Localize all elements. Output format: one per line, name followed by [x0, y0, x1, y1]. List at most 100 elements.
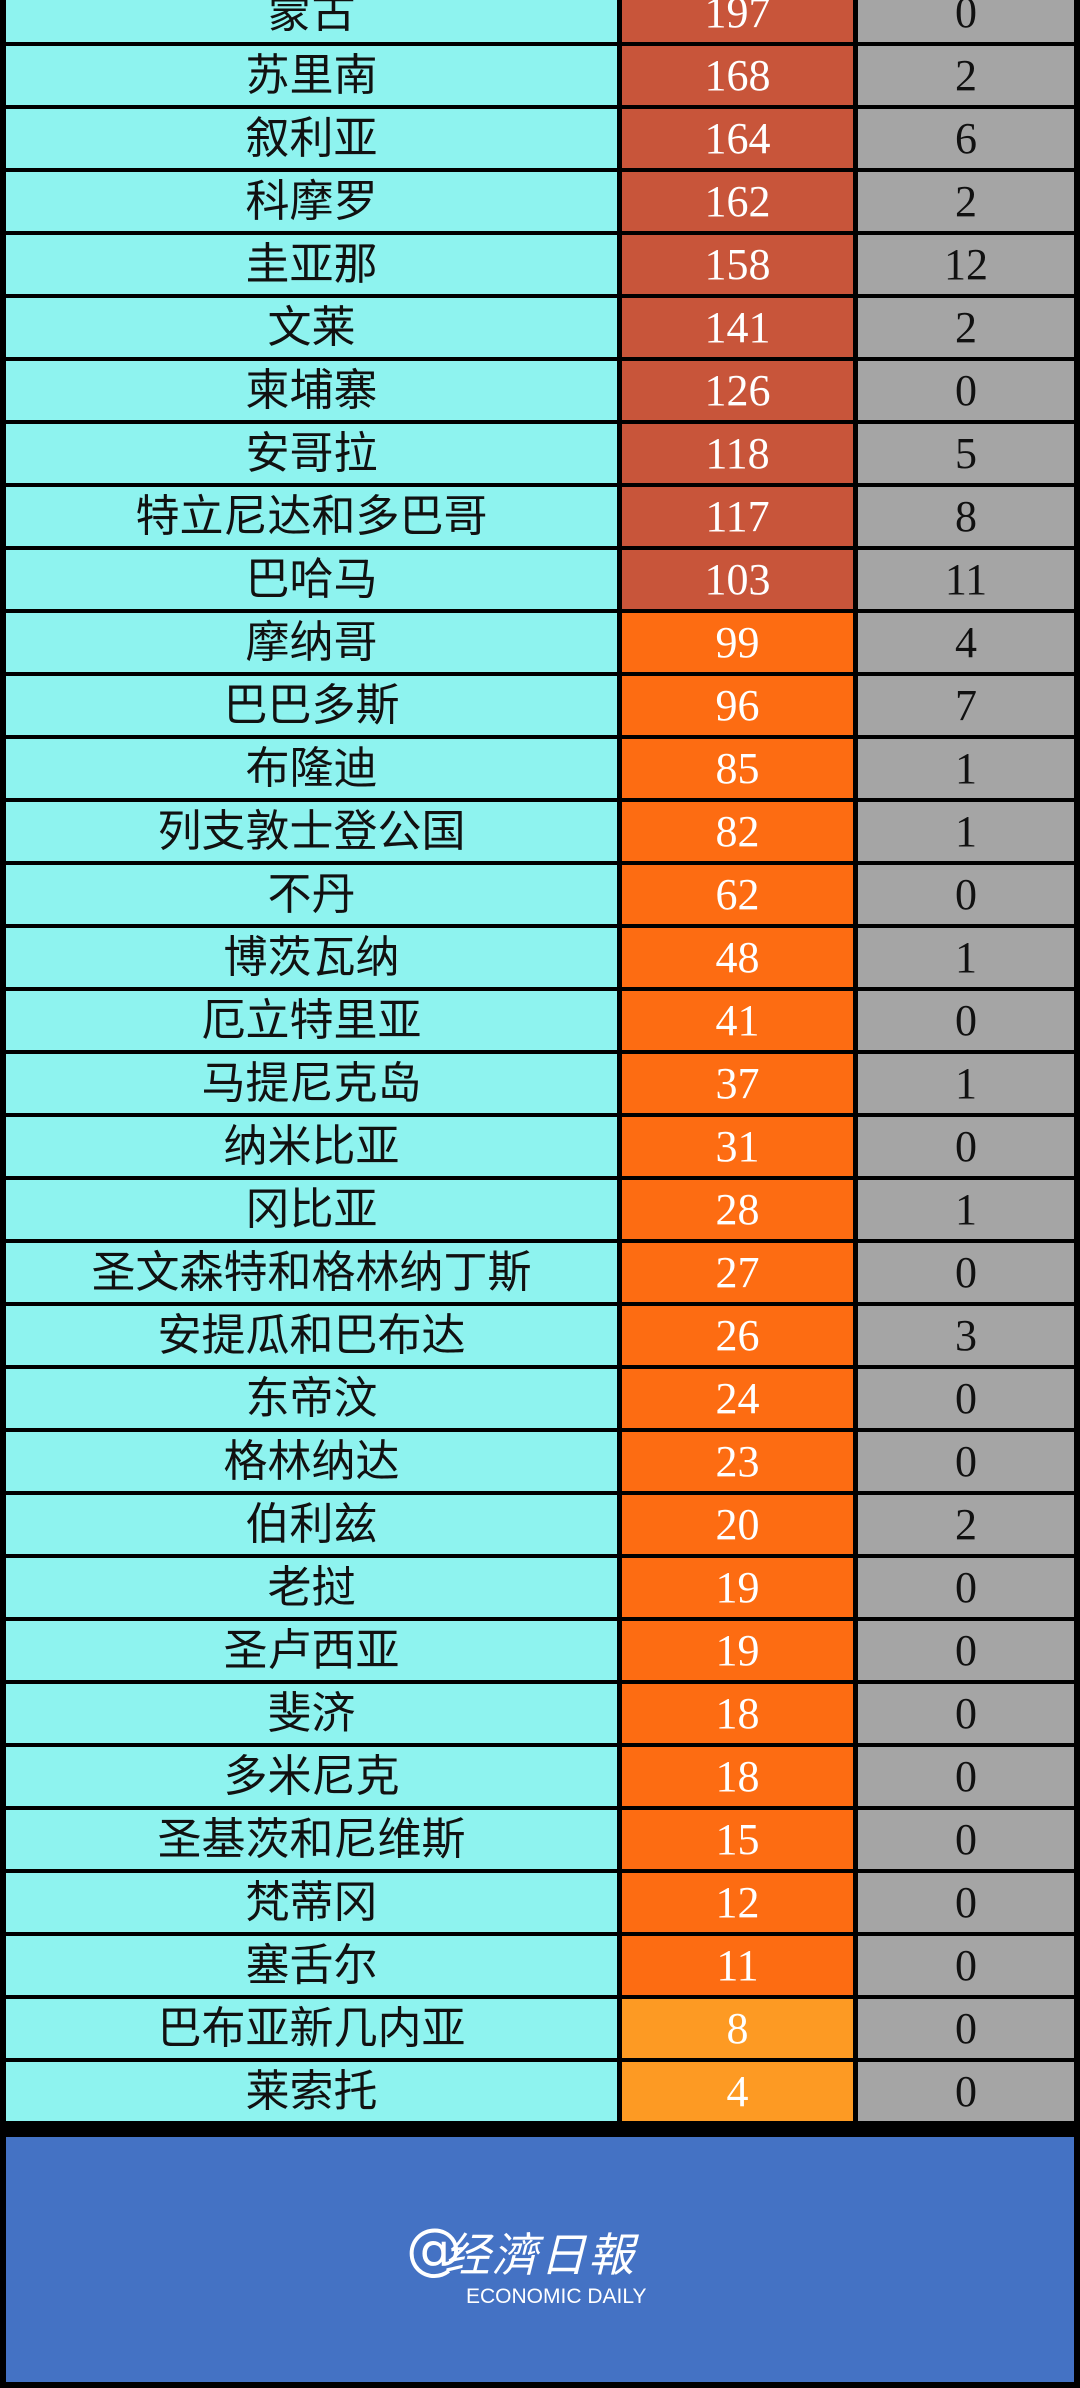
count-cell: 1 [858, 1180, 1074, 1239]
table-row: 叙利亚 164 6 [0, 109, 1080, 168]
table-row: 巴哈马 103 11 [0, 550, 1080, 609]
value-cell: 8 [622, 1999, 853, 2058]
country-name-cell: 格林纳达 [6, 1432, 617, 1491]
country-name-cell: 苏里南 [6, 46, 617, 105]
count-cell: 0 [858, 1999, 1074, 2058]
logo-at-symbol: @ [406, 2217, 462, 2282]
value-cell: 18 [622, 1684, 853, 1743]
count-cell: 0 [858, 1117, 1074, 1176]
count-cell: 0 [858, 1432, 1074, 1491]
value-cell: 126 [622, 361, 853, 420]
country-name-cell: 列支敦士登公国 [6, 802, 617, 861]
table-row: 莱索托 4 0 [0, 2062, 1080, 2121]
table-row: 格林纳达 23 0 [0, 1432, 1080, 1491]
country-name-cell: 厄立特里亚 [6, 991, 617, 1050]
value-cell: 27 [622, 1243, 853, 1302]
country-name-cell: 老挝 [6, 1558, 617, 1617]
country-name-cell: 摩纳哥 [6, 613, 617, 672]
count-cell: 8 [858, 487, 1074, 546]
table-row: 蒙古 197 0 [0, 0, 1080, 42]
logo-chinese-text: 经濟日報 [444, 2228, 636, 2282]
table-row: 老挝 19 0 [0, 1558, 1080, 1617]
value-cell: 85 [622, 739, 853, 798]
value-cell: 41 [622, 991, 853, 1050]
count-cell: 0 [858, 991, 1074, 1050]
country-name-cell: 圣基茨和尼维斯 [6, 1810, 617, 1869]
count-cell: 0 [858, 1621, 1074, 1680]
table-row: 马提尼克岛 37 1 [0, 1054, 1080, 1113]
value-cell: 158 [622, 235, 853, 294]
count-cell: 2 [858, 298, 1074, 357]
value-cell: 15 [622, 1810, 853, 1869]
table-row: 文莱 141 2 [0, 298, 1080, 357]
country-name-cell: 东帝汶 [6, 1369, 617, 1428]
table-row: 巴巴多斯 96 7 [0, 676, 1080, 735]
count-cell: 0 [858, 361, 1074, 420]
count-cell: 0 [858, 1684, 1074, 1743]
table-row: 伯利兹 20 2 [0, 1495, 1080, 1554]
country-name-cell: 圣卢西亚 [6, 1621, 617, 1680]
value-cell: 82 [622, 802, 853, 861]
country-name-cell: 柬埔寨 [6, 361, 617, 420]
country-name-cell: 多米尼克 [6, 1747, 617, 1806]
value-cell: 26 [622, 1306, 853, 1365]
table-row: 东帝汶 24 0 [0, 1369, 1080, 1428]
value-cell: 20 [622, 1495, 853, 1554]
table-row: 安提瓜和巴布达 26 3 [0, 1306, 1080, 1365]
table-row: 苏里南 168 2 [0, 46, 1080, 105]
value-cell: 164 [622, 109, 853, 168]
table-row: 圣文森特和格林纳丁斯 27 0 [0, 1243, 1080, 1302]
value-cell: 12 [622, 1873, 853, 1932]
country-name-cell: 安哥拉 [6, 424, 617, 483]
country-name-cell: 巴哈马 [6, 550, 617, 609]
value-cell: 197 [622, 0, 853, 42]
country-name-cell: 纳米比亚 [6, 1117, 617, 1176]
value-cell: 4 [622, 2062, 853, 2121]
country-name-cell: 特立尼达和多巴哥 [6, 487, 617, 546]
count-cell: 6 [858, 109, 1074, 168]
economic-daily-logo: @ 经濟日報 ECONOMIC DAILY [6, 2137, 1074, 2382]
count-cell: 0 [858, 2062, 1074, 2121]
country-name-cell: 巴巴多斯 [6, 676, 617, 735]
table-row: 圣基茨和尼维斯 15 0 [0, 1810, 1080, 1869]
country-name-cell: 博茨瓦纳 [6, 928, 617, 987]
value-cell: 141 [622, 298, 853, 357]
count-cell: 5 [858, 424, 1074, 483]
country-name-cell: 斐济 [6, 1684, 617, 1743]
count-cell: 7 [858, 676, 1074, 735]
table-row: 摩纳哥 99 4 [0, 613, 1080, 672]
count-cell: 4 [858, 613, 1074, 672]
count-cell: 0 [858, 1369, 1074, 1428]
table-row: 斐济 18 0 [0, 1684, 1080, 1743]
count-cell: 0 [858, 1243, 1074, 1302]
value-cell: 19 [622, 1621, 853, 1680]
country-name-cell: 文莱 [6, 298, 617, 357]
value-cell: 19 [622, 1558, 853, 1617]
count-cell: 1 [858, 928, 1074, 987]
table-row: 柬埔寨 126 0 [0, 361, 1080, 420]
country-name-cell: 莱索托 [6, 2062, 617, 2121]
country-name-cell: 伯利兹 [6, 1495, 617, 1554]
value-cell: 37 [622, 1054, 853, 1113]
value-cell: 168 [622, 46, 853, 105]
count-cell: 1 [858, 1054, 1074, 1113]
count-cell: 1 [858, 802, 1074, 861]
count-cell: 2 [858, 172, 1074, 231]
country-name-cell: 巴布亚新几内亚 [6, 1999, 617, 2058]
country-name-cell: 布隆迪 [6, 739, 617, 798]
value-cell: 11 [622, 1936, 853, 1995]
data-table: 蒙古 197 0 苏里南 168 2 叙利亚 164 6 科摩罗 162 2 圭亚那 158 12 文莱 141… [0, 0, 1080, 2121]
table-row: 塞舌尔 11 0 [0, 1936, 1080, 1995]
table-row: 圣卢西亚 19 0 [0, 1621, 1080, 1680]
country-name-cell: 冈比亚 [6, 1180, 617, 1239]
country-name-cell: 蒙古 [6, 0, 617, 42]
table-row: 多米尼克 18 0 [0, 1747, 1080, 1806]
country-name-cell: 科摩罗 [6, 172, 617, 231]
value-cell: 96 [622, 676, 853, 735]
country-name-cell: 马提尼克岛 [6, 1054, 617, 1113]
country-name-cell: 不丹 [6, 865, 617, 924]
value-cell: 18 [622, 1747, 853, 1806]
table-row: 梵蒂冈 12 0 [0, 1873, 1080, 1932]
country-name-cell: 梵蒂冈 [6, 1873, 617, 1932]
table-row: 博茨瓦纳 48 1 [0, 928, 1080, 987]
